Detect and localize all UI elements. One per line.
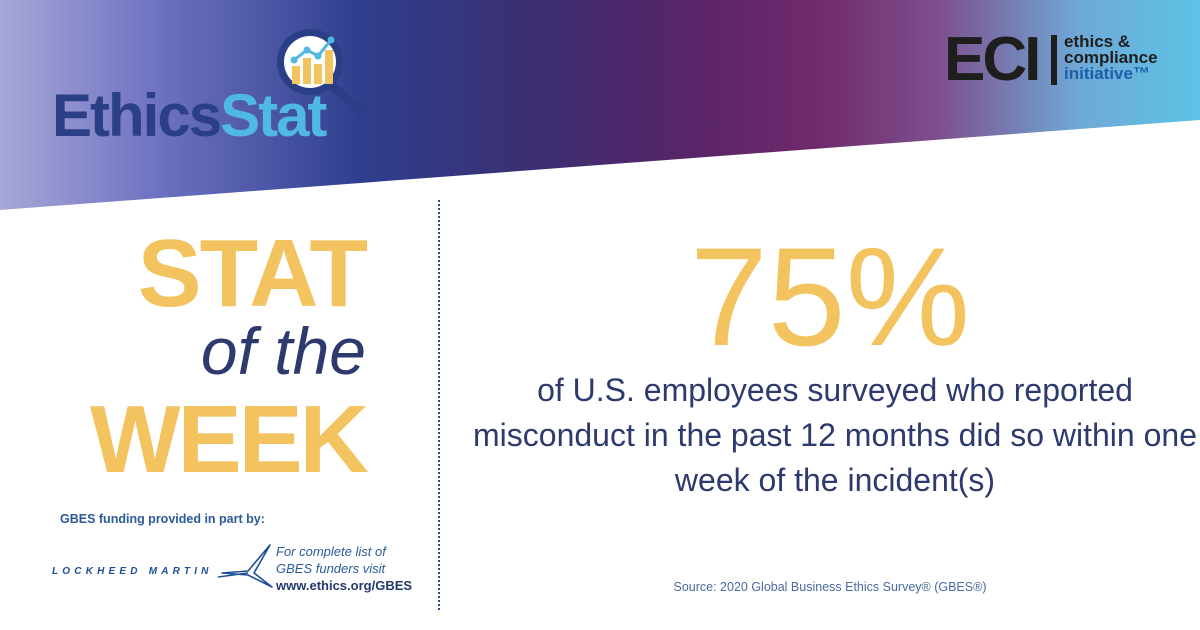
ethicsstat-wordmark: EthicsStat (52, 86, 327, 146)
lockheed-martin-logo: LOCKHEED MARTIN (52, 543, 273, 589)
ethicsstat-word-stat: Stat (220, 82, 327, 149)
lockheed-martin-wordmark: LOCKHEED MARTIN (52, 566, 213, 577)
funders-note: For complete list of GBES funders visit … (276, 543, 412, 594)
title-stat: STAT (137, 220, 368, 327)
statistic-source: Source: 2020 Global Business Ethics Surv… (673, 580, 987, 594)
lockheed-martin-star-icon (218, 544, 273, 588)
eci-tagline: ethics & compliance initiative™ (1064, 32, 1158, 83)
statistic-value: 75% (689, 218, 971, 375)
statistic-description: of U.S. employees surveyed who reported … (473, 372, 1197, 498)
magnifier-bar-chart-icon (277, 29, 367, 115)
eci-line-1: ethics & (1064, 32, 1131, 51)
eci-line-3: initiative™ (1064, 64, 1150, 83)
funding-label: GBES funding provided in part by: (60, 512, 265, 526)
eci-letters: ECI (944, 25, 1041, 94)
dotted-divider (438, 200, 440, 610)
eci-divider-bar (1051, 35, 1057, 85)
eci-line-2: compliance (1064, 48, 1158, 67)
ethicsstat-word-ethics: Ethics (52, 82, 222, 149)
title-week: WEEK (90, 386, 369, 493)
funders-note-line-1: For complete list of (276, 544, 386, 559)
title-of-the: of the (200, 314, 366, 388)
funders-note-line-2: GBES funders visit (276, 561, 386, 576)
funders-link[interactable]: www.ethics.org/GBES (276, 578, 413, 593)
